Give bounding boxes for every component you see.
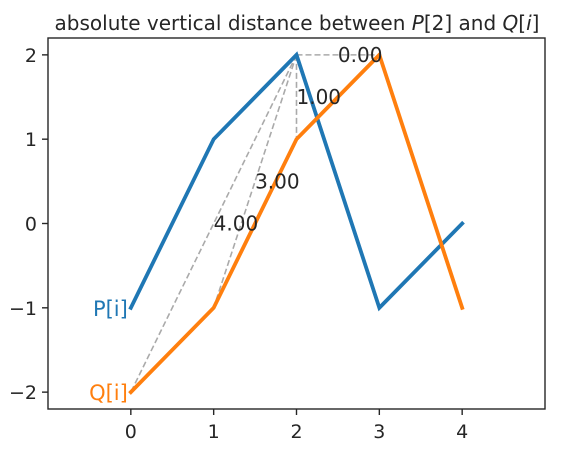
series-line-1 — [128, 51, 465, 395]
y-tick-label-3: 1 — [25, 129, 37, 151]
x-tick-label-4: 4 — [456, 421, 468, 443]
y-tick-label-2: 0 — [25, 214, 37, 236]
distance-label-2: 1.00 — [297, 85, 342, 109]
distance-label-3: 0.00 — [338, 43, 383, 67]
distance-label-1: 3.00 — [255, 169, 300, 193]
series-label-0: P[i] — [93, 297, 128, 321]
y-tick-label-1: −1 — [9, 298, 37, 320]
y-tick-label-0: −2 — [9, 382, 37, 404]
title-part: i — [526, 11, 532, 35]
title-part: ] — [532, 11, 540, 35]
x-tick-label-2: 2 — [290, 421, 302, 443]
y-tick-label-4: 2 — [25, 45, 37, 67]
x-tick-label-3: 3 — [373, 421, 385, 443]
series-label-1: Q[i] — [89, 381, 128, 405]
distance-lines — [130, 54, 380, 393]
title-part: absolute vertical distance between — [55, 11, 412, 35]
distance-line-1 — [212, 54, 298, 309]
title-part: [2] and — [424, 11, 503, 35]
series-lines — [128, 51, 465, 395]
series-line-0 — [128, 51, 465, 312]
title-part: [ — [518, 11, 526, 35]
annotations: 4.00 3.00 1.00 0.00 P[i] Q[i] — [89, 43, 382, 405]
title-part: Q — [503, 11, 519, 35]
axes: 0 1 2 3 4 −2 −1 0 1 2 — [9, 37, 546, 443]
title-part: P — [412, 11, 425, 35]
x-tick-label-1: 1 — [208, 421, 220, 443]
distance-label-0: 4.00 — [214, 212, 259, 236]
chart-title: absolute vertical distance between P[2] … — [55, 11, 540, 35]
x-tick-label-0: 0 — [125, 421, 137, 443]
